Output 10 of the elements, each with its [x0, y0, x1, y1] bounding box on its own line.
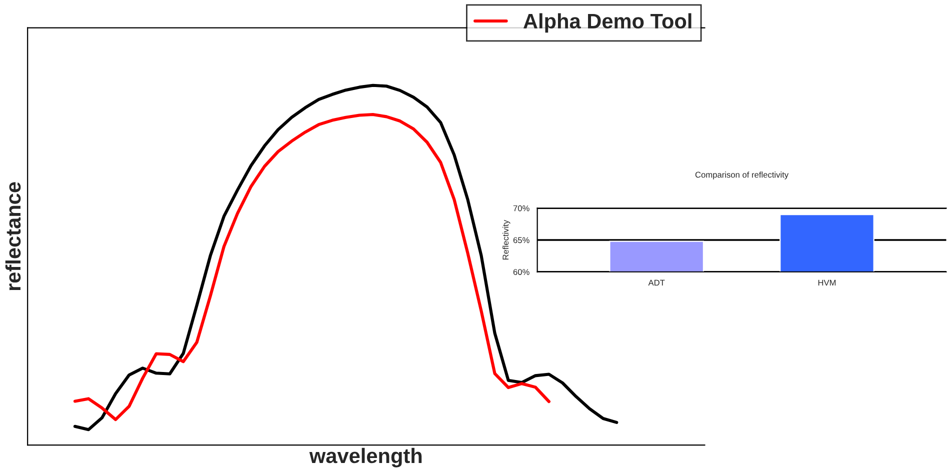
chart-title: Comparison of reflectivity: [695, 172, 789, 180]
y-axis-title: Reflectivity: [502, 220, 510, 260]
y-tick-label: 60%: [513, 269, 530, 275]
y-tick-label: 65%: [513, 237, 530, 244]
y-tick-label: 70%: [513, 205, 530, 212]
y-axis-title: reflectance: [5, 182, 21, 290]
legend-label: Alpha Demo Tool: [523, 13, 692, 33]
x-tick-label: ADT: [648, 280, 665, 286]
x-tick-label: HVM: [818, 280, 836, 286]
x-axis-title: wavelength: [309, 448, 422, 468]
